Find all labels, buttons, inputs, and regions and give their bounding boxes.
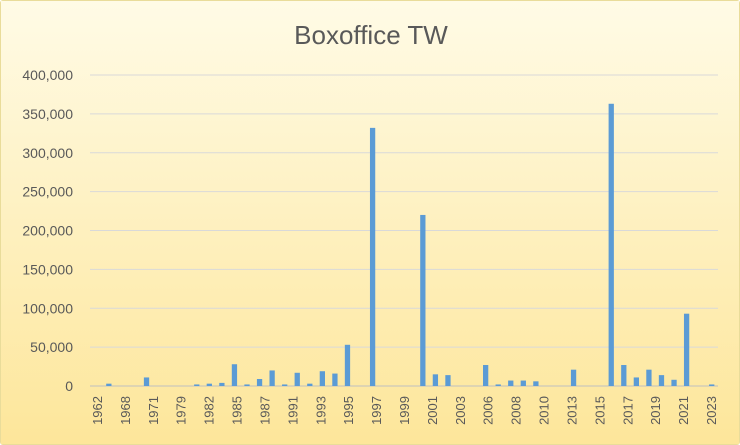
x-tick-label: 2023 <box>704 396 719 425</box>
y-tick-label: 0 <box>65 378 73 394</box>
x-tick-label: 2003 <box>453 396 468 425</box>
x-tick-label: 1995 <box>341 396 356 425</box>
x-tick-label: 2013 <box>564 396 579 425</box>
y-tick-label: 150,000 <box>22 261 73 277</box>
bar <box>658 375 665 386</box>
x-tick-label: 1971 <box>146 396 161 425</box>
y-tick-label: 250,000 <box>22 184 73 200</box>
bar <box>294 372 300 386</box>
bar <box>307 383 313 386</box>
bar <box>332 373 338 386</box>
x-tick-label: 1982 <box>202 396 217 425</box>
bars <box>106 103 715 387</box>
bar <box>495 384 501 386</box>
x-tick-label: 2001 <box>425 396 440 425</box>
x-tick-label: 2006 <box>481 396 496 425</box>
x-tick-label: 2015 <box>592 396 607 425</box>
bar <box>483 365 489 386</box>
bar <box>231 364 238 386</box>
bar <box>206 383 212 386</box>
bar <box>106 383 112 386</box>
x-tick-label: 1997 <box>369 396 384 425</box>
y-tick-label: 100,000 <box>22 300 73 316</box>
bar <box>633 377 639 386</box>
bar <box>432 374 439 386</box>
bar <box>269 370 275 386</box>
bar <box>646 369 652 386</box>
x-tick-label: 2010 <box>537 396 552 425</box>
bar <box>344 344 351 386</box>
y-axis: 0 50,000 100,000 150,000 200,000 250,000 300,0… <box>22 67 73 394</box>
bar <box>244 384 250 386</box>
x-tick-label: 1985 <box>230 396 245 425</box>
x-tick-label: 1999 <box>397 396 412 425</box>
y-tick-label: 400,000 <box>22 67 73 83</box>
x-tick-label: 1987 <box>257 396 272 425</box>
bar <box>420 214 426 386</box>
bar <box>256 379 263 386</box>
bar <box>143 377 150 386</box>
bar <box>219 382 225 386</box>
bar <box>445 375 451 386</box>
bar <box>319 371 325 386</box>
y-tick-label: 300,000 <box>22 145 73 161</box>
bar <box>533 381 539 386</box>
x-tick-label: 2017 <box>620 396 635 425</box>
bar <box>608 103 614 386</box>
x-tick-label: 2021 <box>676 396 691 425</box>
x-tick-label: 1993 <box>313 396 328 425</box>
x-tick-label: 2019 <box>648 396 663 425</box>
bar <box>282 384 288 386</box>
bar <box>683 313 690 386</box>
bar <box>508 380 514 386</box>
x-tick-label: 2008 <box>509 396 524 425</box>
bar <box>621 365 627 386</box>
bar <box>709 384 715 386</box>
y-tick-label: 50,000 <box>30 339 73 355</box>
x-tick-label: 1962 <box>90 396 105 425</box>
y-tick-label: 200,000 <box>22 223 73 239</box>
x-tick-label: 1979 <box>174 396 189 425</box>
x-axis: 1962 1968 1971 1979 1982 1985 1987 1991 1993 1995… <box>90 396 719 425</box>
x-tick-label: 1968 <box>118 396 133 425</box>
bar <box>369 127 376 387</box>
bar <box>194 384 200 386</box>
bar <box>520 380 526 386</box>
bar <box>570 369 577 386</box>
y-tick-label: 350,000 <box>22 106 73 122</box>
bar <box>671 379 677 386</box>
chart-title: Boxoffice TW <box>294 20 448 50</box>
x-tick-label: 1991 <box>285 396 300 425</box>
